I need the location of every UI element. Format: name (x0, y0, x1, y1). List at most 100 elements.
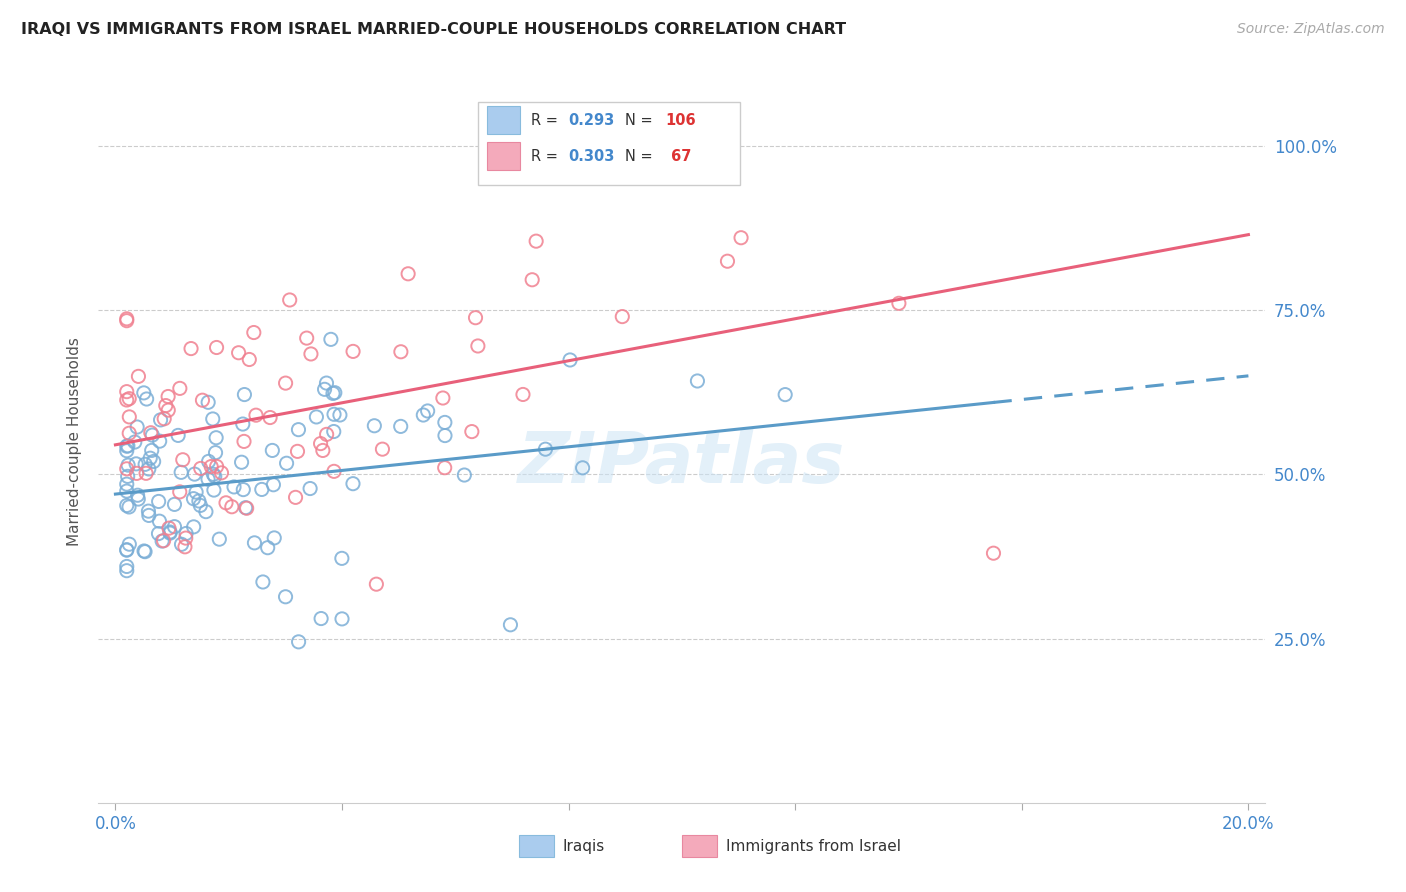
Point (201, 412, 224, 426)
Point (115, 439, 138, 453)
Point (125, 467, 148, 481)
FancyBboxPatch shape (486, 106, 520, 134)
Point (142, 454, 165, 468)
Point (169, 484, 191, 499)
Point (233, 387, 256, 401)
Point (117, 439, 139, 453)
Point (205, 431, 228, 445)
Text: ZIPatlas: ZIPatlas (519, 429, 845, 498)
Point (433, 416, 456, 430)
Point (194, 505, 217, 519)
Point (467, 339, 489, 353)
Point (187, 494, 209, 508)
Point (127, 369, 149, 384)
Point (287, 423, 309, 437)
Point (169, 381, 191, 395)
Point (243, 326, 266, 340)
Point (117, 458, 139, 472)
Point (115, 564, 138, 578)
Point (138, 462, 160, 476)
Point (612, 310, 634, 324)
Point (558, 353, 581, 368)
Point (262, 477, 284, 491)
Point (148, 526, 170, 541)
Point (211, 466, 233, 480)
Point (416, 404, 439, 418)
Point (524, 234, 547, 248)
Point (571, 460, 593, 475)
Point (278, 293, 301, 307)
Point (157, 403, 180, 417)
Point (127, 420, 149, 434)
Point (323, 464, 346, 478)
Point (716, 254, 738, 268)
Point (342, 476, 364, 491)
Point (148, 514, 170, 528)
Point (125, 457, 148, 471)
Point (262, 443, 284, 458)
Point (231, 455, 253, 469)
Point (141, 428, 163, 442)
Point (730, 231, 752, 245)
Point (200, 459, 222, 474)
Point (204, 445, 226, 459)
Point (274, 376, 297, 391)
Point (228, 345, 250, 359)
Point (245, 408, 267, 422)
Point (433, 460, 456, 475)
Point (366, 577, 388, 591)
Point (276, 456, 298, 470)
Point (115, 311, 138, 326)
Point (222, 480, 245, 494)
Point (115, 484, 138, 499)
Point (174, 526, 197, 541)
Point (191, 393, 214, 408)
Point (396, 267, 419, 281)
Point (183, 491, 205, 506)
Point (259, 410, 281, 425)
Point (287, 444, 309, 458)
Point (149, 434, 172, 449)
Point (389, 344, 412, 359)
Point (115, 499, 138, 513)
Point (159, 524, 181, 539)
Point (167, 428, 190, 442)
Point (315, 427, 337, 442)
Point (118, 392, 141, 406)
Point (159, 526, 181, 541)
Point (314, 382, 336, 396)
Point (115, 462, 138, 476)
Point (322, 425, 344, 439)
Point (287, 635, 309, 649)
Text: Iraqis: Iraqis (562, 838, 605, 854)
Point (299, 482, 322, 496)
Point (152, 533, 174, 548)
Point (174, 531, 197, 545)
Point (174, 540, 197, 554)
Point (190, 461, 212, 475)
Point (464, 310, 486, 325)
Point (197, 454, 219, 468)
Point (274, 590, 297, 604)
Point (330, 551, 353, 566)
Point (512, 387, 534, 401)
Point (149, 413, 172, 427)
Text: N =: N = (624, 149, 657, 163)
FancyBboxPatch shape (486, 143, 520, 169)
Point (322, 386, 344, 401)
Point (284, 491, 307, 505)
Point (115, 559, 138, 574)
Point (205, 459, 228, 474)
Point (202, 483, 225, 497)
Point (363, 418, 385, 433)
Text: 0.303: 0.303 (568, 149, 614, 163)
Point (115, 542, 138, 557)
Point (150, 534, 173, 549)
Point (183, 467, 205, 482)
Text: R =: R = (531, 112, 562, 128)
Point (132, 385, 155, 400)
Point (135, 392, 157, 406)
Point (371, 442, 394, 457)
Text: 0.293: 0.293 (568, 112, 614, 128)
Text: Source: ZipAtlas.com: Source: ZipAtlas.com (1237, 22, 1385, 37)
